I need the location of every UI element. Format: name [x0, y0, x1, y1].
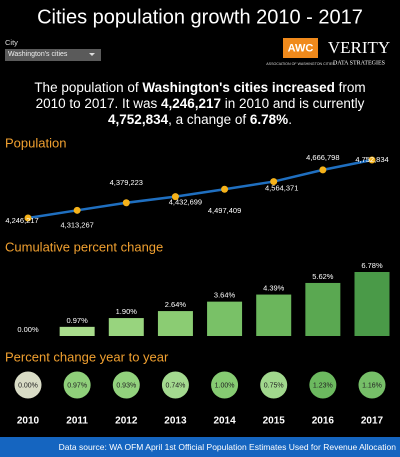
value-label: 1.00% [215, 382, 235, 389]
summary-part: 4,246,217 [160, 96, 222, 111]
value-label: 4,666,798 [306, 153, 339, 162]
summary-part: in 2010 and is currently [221, 96, 365, 111]
x-tick-label: 2010 [17, 416, 40, 427]
marker [73, 206, 81, 214]
logo-verity-sub: DATA STRATEGIES [333, 60, 385, 66]
logo-awc: AWC [288, 42, 314, 54]
bar [157, 311, 193, 336]
value-label: 0.75% [264, 382, 284, 389]
logo-awc-box [283, 38, 318, 58]
value-label: 4,752,834 [355, 155, 388, 164]
marker [368, 156, 376, 164]
value-label: 4,379,223 [110, 178, 143, 187]
marker [24, 214, 32, 222]
logo-awc-sub: ASSOCIATION OF WASHINGTON CITIES [266, 62, 335, 66]
marker [171, 193, 179, 201]
bar [207, 301, 243, 336]
value-label: 0.97% [67, 316, 89, 325]
footer-source: Data source: WA OFM April 1st Official P… [0, 437, 400, 457]
value-label: 4.39% [263, 284, 285, 293]
change-circle [309, 371, 337, 399]
section-title: Population [5, 135, 66, 150]
change-circle [161, 371, 189, 399]
summary-part: 6.78% [249, 112, 289, 127]
summary-part: from 2010 to 2017. It was [35, 80, 366, 111]
filter-label: City [5, 38, 18, 47]
value-label: 1.16% [362, 382, 382, 389]
value-label: 0.00% [17, 325, 39, 334]
change-circle [260, 371, 288, 399]
x-tick-label: 2014 [213, 416, 236, 427]
value-label: 2.64% [165, 300, 187, 309]
summary-part: The population of [34, 80, 143, 95]
bar [256, 294, 292, 336]
summary-text: The population of Washington's cities in… [30, 80, 370, 128]
marker [221, 185, 229, 193]
summary-part: 4,752,834 [108, 112, 169, 127]
value-label: 4,497,409 [208, 206, 241, 215]
value-label: 3.64% [214, 291, 236, 300]
value-label: 0.74% [165, 382, 185, 389]
logo-verity: VERITY [328, 38, 390, 57]
bar [305, 282, 341, 336]
marker [122, 199, 130, 207]
section-title: Percent change year to year [5, 349, 169, 364]
population-line [27, 158, 373, 220]
x-tick-label: 2013 [164, 416, 187, 427]
value-label: 4,564,371 [265, 184, 298, 193]
x-tick-label: 2011 [66, 416, 88, 427]
change-circle [211, 371, 239, 399]
change-circle [358, 371, 386, 399]
change-circle [112, 371, 140, 399]
value-label: 5.62% [312, 272, 334, 281]
value-label: 4,246,217 [5, 216, 38, 225]
x-tick-label: 2016 [312, 416, 335, 427]
summary-part: . [288, 112, 292, 127]
marker [319, 166, 327, 174]
change-circle [14, 371, 42, 399]
value-label: 4,432,699 [169, 198, 202, 207]
value-label: 1.90% [116, 307, 138, 316]
page-title: Cities population growth 2010 - 2017 [37, 6, 363, 28]
marker [270, 178, 278, 186]
filter-dropdown[interactable]: Washington's cities [5, 49, 101, 61]
x-tick-label: 2015 [263, 416, 286, 427]
value-label: 0.97% [67, 382, 87, 389]
summary-part: Washington's cities increased [142, 80, 335, 95]
section-title: Cumulative percent change [5, 239, 163, 254]
bar [108, 318, 144, 336]
bar [354, 272, 390, 336]
change-circle [63, 371, 91, 399]
value-label: 6.78% [361, 261, 383, 270]
value-label: 0.93% [116, 382, 136, 389]
x-tick-label: 2017 [361, 416, 384, 427]
summary-part: , a change of [168, 112, 250, 127]
x-tick-label: 2012 [115, 416, 138, 427]
bar [59, 326, 95, 336]
value-label: 1.23% [313, 382, 333, 389]
value-label: 0.00% [18, 382, 38, 389]
value-label: 4,313,267 [60, 220, 93, 229]
